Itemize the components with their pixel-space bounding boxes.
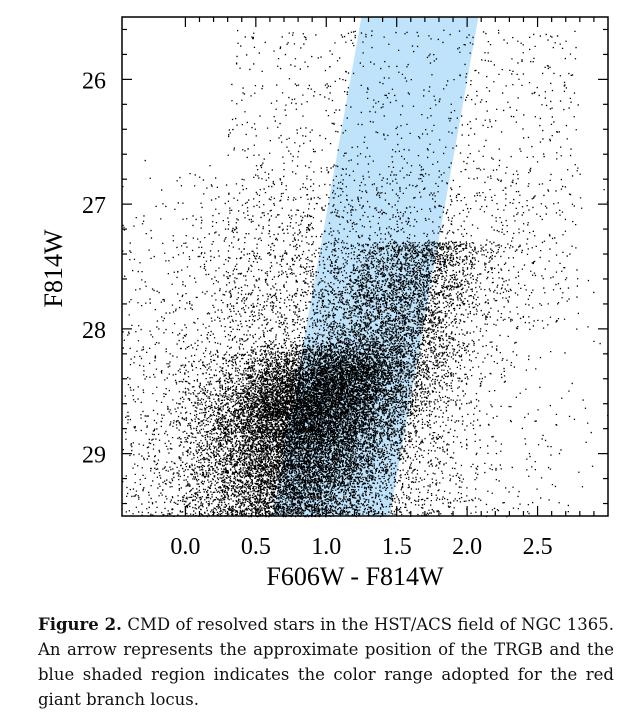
- figure-label: Figure 2.: [38, 615, 122, 634]
- y-tick-label: 29: [82, 443, 106, 469]
- x-tick-label: 1.0: [311, 534, 341, 560]
- cmd-chart: 0.0 0.5 1.0 1.5 2.0 2.5 26 27 28 29 F606W - F814W…: [39, 16, 609, 591]
- tick-labels: 0.0 0.5 1.0 1.5 2.0 2.5 26 27 28 29: [82, 68, 553, 560]
- x-tick-label: 2.0: [452, 534, 482, 560]
- axis-ticks: [122, 17, 608, 516]
- y-axis-label: F814W: [39, 229, 68, 307]
- star-points: [122, 29, 609, 518]
- figure-caption: Figure 2. CMD of resolved stars in the H…: [38, 612, 614, 712]
- y-tick-label: 27: [82, 193, 106, 219]
- x-tick-label: 2.5: [523, 534, 553, 560]
- y-tick-label: 26: [82, 68, 106, 94]
- x-tick-label: 0.5: [241, 534, 271, 560]
- x-tick-label: 1.5: [382, 534, 412, 560]
- star-point-cloud: [122, 29, 609, 518]
- plot-frame: [121, 16, 609, 517]
- y-tick-label: 28: [82, 318, 106, 344]
- x-axis-label: F606W - F814W: [266, 562, 444, 591]
- caption-text: CMD of resolved stars in the HST/ACS fie…: [38, 615, 614, 709]
- x-tick-label: 0.0: [170, 534, 200, 560]
